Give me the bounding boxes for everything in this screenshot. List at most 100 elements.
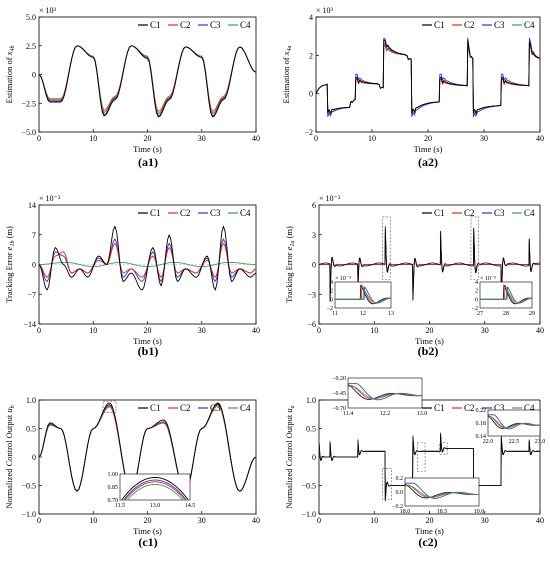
y-tick-label: −3 bbox=[307, 290, 316, 299]
y-tick-label: 7 bbox=[32, 231, 36, 240]
y-tick-label: −2.5 bbox=[21, 99, 36, 108]
x-tick-label: 20 bbox=[144, 134, 152, 143]
series-line-c4 bbox=[38, 45, 257, 112]
inset-x-tick-label: 18.5 bbox=[437, 509, 448, 515]
legend-label-c3: C3 bbox=[210, 20, 221, 30]
y-tick-label: 1.0 bbox=[26, 396, 36, 405]
inset-x-tick-label: 19.0 bbox=[474, 509, 485, 515]
x-tick-label: 20 bbox=[424, 134, 432, 143]
inset-x-tick-label: 13.0 bbox=[150, 503, 161, 509]
inset-y-tick-label: −0.2 bbox=[392, 504, 403, 510]
inset-y-tick-label: 4 bbox=[475, 280, 478, 286]
x-tick-label: 40 bbox=[536, 134, 544, 143]
x-tick-label: 0 bbox=[317, 516, 321, 525]
legend-label-c1: C1 bbox=[434, 208, 445, 218]
x-tick-label: 30 bbox=[198, 134, 206, 143]
x-axis-label: Time (s) bbox=[133, 526, 162, 536]
inset-series-c4 bbox=[348, 386, 422, 399]
inset-y-tick-label: 0.18 bbox=[476, 421, 487, 427]
y-axis-label: Normalized Control Output ua bbox=[284, 405, 296, 508]
y-tick-label: 0.5 bbox=[26, 425, 36, 434]
legend-label-c1: C1 bbox=[150, 208, 161, 218]
inset-frame bbox=[404, 477, 480, 507]
inset-series-c2 bbox=[120, 481, 190, 501]
y-axis-label: Normalized Control Output ub bbox=[4, 405, 16, 508]
inset-y-tick-label: 0.2 bbox=[396, 476, 404, 482]
inset-y-tick-label: 0.22 bbox=[476, 408, 487, 414]
inset-x-tick-label: 11.4 bbox=[343, 411, 353, 417]
y-tick-label: 0 bbox=[32, 71, 36, 80]
y-tick-label: −1.0 bbox=[21, 510, 36, 519]
y-tick-label: −0.5 bbox=[301, 482, 316, 491]
y-tick-label: −2 bbox=[304, 128, 313, 137]
legend-label-c3: C3 bbox=[210, 403, 221, 413]
y-tick-label: −5.0 bbox=[21, 128, 36, 137]
inset-x-tick-label: 11.5 bbox=[115, 503, 125, 509]
x-tick-label: 30 bbox=[198, 326, 206, 335]
y-tick-label: −1.0 bbox=[301, 510, 316, 519]
inset-x-tick-label: 28 bbox=[503, 311, 509, 317]
legend-label-c3: C3 bbox=[494, 208, 505, 218]
inset-x-tick-label: 22.0 bbox=[483, 439, 494, 445]
y-tick-label: 6 bbox=[312, 201, 316, 210]
inset-x-tick-label: 27 bbox=[477, 311, 483, 317]
legend-label-c2: C2 bbox=[464, 208, 475, 218]
inset-y-tick-label: 4 bbox=[330, 280, 333, 286]
inset-series-c4 bbox=[488, 417, 540, 429]
axis-multiplier: × 10⁻³ bbox=[39, 194, 61, 203]
series-line-c1 bbox=[38, 402, 257, 492]
inset-frame bbox=[487, 409, 541, 437]
x-tick-label: 10 bbox=[370, 516, 378, 525]
y-tick-label: −6 bbox=[307, 320, 316, 329]
x-tick-label: 30 bbox=[481, 326, 489, 335]
y-tick-label: 2.5 bbox=[26, 42, 36, 51]
series-line-c2 bbox=[38, 242, 257, 278]
inset-series-c4 bbox=[335, 288, 391, 303]
x-tick-label: 0 bbox=[314, 134, 318, 143]
legend-label-c4: C4 bbox=[240, 20, 251, 30]
plot-frame bbox=[38, 16, 257, 133]
legend-label-c4: C4 bbox=[524, 208, 535, 218]
x-axis-label: Time (s) bbox=[133, 144, 162, 154]
series-line-c3 bbox=[38, 238, 257, 282]
inset-series-c3 bbox=[348, 383, 423, 401]
inset-y-tick-label: −0.45 bbox=[332, 391, 346, 397]
legend-label-c1: C1 bbox=[434, 20, 445, 30]
legend-label-c4: C4 bbox=[240, 208, 251, 218]
inset-x-tick-label: 12 bbox=[360, 311, 366, 317]
inset-x-tick-label: 13 bbox=[388, 311, 394, 317]
x-tick-label: 10 bbox=[89, 516, 97, 525]
legend-label-c1: C1 bbox=[150, 403, 161, 413]
y-tick-label: 3 bbox=[312, 231, 316, 240]
legend-label-c4: C4 bbox=[524, 20, 535, 30]
x-tick-label: 30 bbox=[480, 134, 488, 143]
series-line-c1 bbox=[38, 225, 257, 291]
legend-label-c2: C2 bbox=[180, 403, 191, 413]
inset-multiplier: × 10⁻³ bbox=[480, 276, 496, 282]
y-tick-label: 0 bbox=[312, 261, 316, 270]
panel-label-a2: (a2) bbox=[418, 155, 438, 169]
inset-x-tick-label: 23.0 bbox=[535, 439, 546, 445]
series-line-c3 bbox=[315, 37, 541, 118]
x-tick-label: 20 bbox=[144, 326, 152, 335]
x-tick-label: 30 bbox=[198, 516, 206, 525]
y-tick-label: 5.0 bbox=[26, 13, 36, 22]
x-tick-label: 40 bbox=[252, 326, 260, 335]
panel-label-a1: (a1) bbox=[138, 155, 158, 169]
legend-label-c3: C3 bbox=[494, 20, 505, 30]
inset-y-tick-label: 2 bbox=[475, 289, 478, 295]
panel-label-b1: (b1) bbox=[138, 344, 159, 358]
x-tick-label: 0 bbox=[37, 516, 41, 525]
inset-x-tick-label: 13.0 bbox=[417, 411, 428, 417]
inset-y-tick-label: 0 bbox=[475, 297, 478, 303]
zoom-region-box bbox=[382, 216, 391, 280]
x-tick-label: 0 bbox=[37, 134, 41, 143]
y-tick-label: 0 bbox=[32, 453, 36, 462]
inset-x-tick-label: 22.5 bbox=[509, 439, 520, 445]
inset-y-tick-label: 1.00 bbox=[108, 472, 119, 478]
x-tick-label: 20 bbox=[426, 516, 434, 525]
panel-label-c1: (c1) bbox=[138, 535, 157, 549]
inset-y-tick-label: −2 bbox=[472, 306, 478, 312]
y-tick-label: 0.5 bbox=[306, 425, 316, 434]
inset-y-tick-label: 0.70 bbox=[108, 498, 119, 504]
